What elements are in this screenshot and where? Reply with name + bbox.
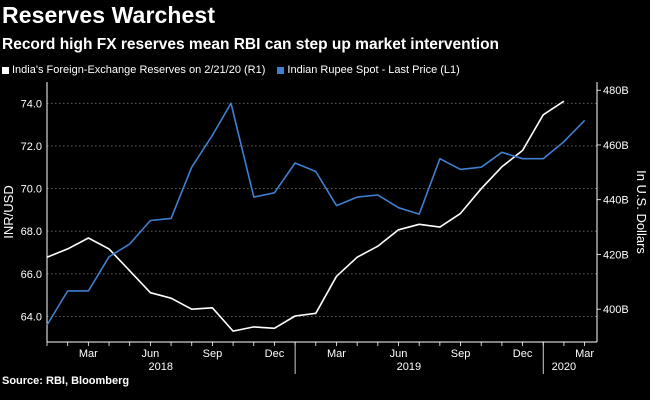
rupee-series-line [46, 102, 586, 326]
x-month-tick-label: Sep [203, 348, 223, 360]
legend-swatch-rupee [277, 66, 285, 74]
x-month-tick-label: Jun [390, 348, 408, 360]
y-left-tick-label: 68.0 [21, 226, 42, 238]
y-right-axis-title: In U.S. Dollars [634, 170, 649, 254]
x-year-label: 2019 [397, 361, 421, 373]
series-lines [46, 100, 586, 332]
y-left-tick-label: 66.0 [21, 269, 42, 281]
y-right-tick-label: 400B [603, 304, 629, 316]
x-month-tick-label: Mar [327, 348, 346, 360]
y-left-tick-label: 72.0 [21, 141, 42, 153]
y-left-tick-label: 70.0 [21, 184, 42, 196]
x-month-tick-label: Sep [451, 348, 471, 360]
y-right-tick-label: 420B [603, 249, 629, 261]
legend-swatch-reserves [2, 66, 9, 74]
y-left-tick-label: 74.0 [21, 98, 42, 110]
x-month-tick-label: Dec [513, 348, 533, 360]
x-month-tick-label: Jun [142, 348, 160, 360]
x-month-tick-label: Mar [575, 348, 594, 360]
legend-item-rupee: Indian Rupee Spot - Last Price (L1) [277, 64, 460, 76]
y-right-tick-label: 440B [603, 195, 629, 207]
legend-label-rupee: Indian Rupee Spot - Last Price (L1) [287, 64, 460, 76]
x-month-tick-label: Dec [265, 348, 285, 360]
x-year-label: 2018 [148, 361, 172, 373]
x-year-label: 2020 [552, 361, 576, 373]
chart-title: Reserves Warchest [2, 2, 216, 28]
y-left-tick-label: 64.0 [21, 311, 42, 323]
y-right-tick-label: 460B [603, 140, 629, 152]
axes [46, 82, 601, 374]
x-month-tick-label: Mar [79, 348, 98, 360]
chart-legend: India's Foreign-Exchange Reserves on 2/2… [2, 64, 472, 76]
source-note: Source: RBI, Bloomberg [2, 375, 130, 387]
tick-labels: 64.0 66.0 68.0 70.0 72.0 74.0 400B 420B 440B 460B… [1, 85, 649, 373]
grid-lines [47, 102, 597, 317]
chart-subtitle: Record high FX reserves mean RBI can ste… [2, 36, 500, 53]
legend-item-reserves: India's Foreign-Exchange Reserves on 2/2… [2, 64, 265, 76]
y-right-tick-label: 480B [603, 85, 629, 97]
reserves-series-line [46, 100, 565, 332]
y-left-axis-title: INR/USD [1, 185, 16, 238]
legend-label-reserves: India's Foreign-Exchange Reserves on 2/2… [12, 64, 266, 76]
